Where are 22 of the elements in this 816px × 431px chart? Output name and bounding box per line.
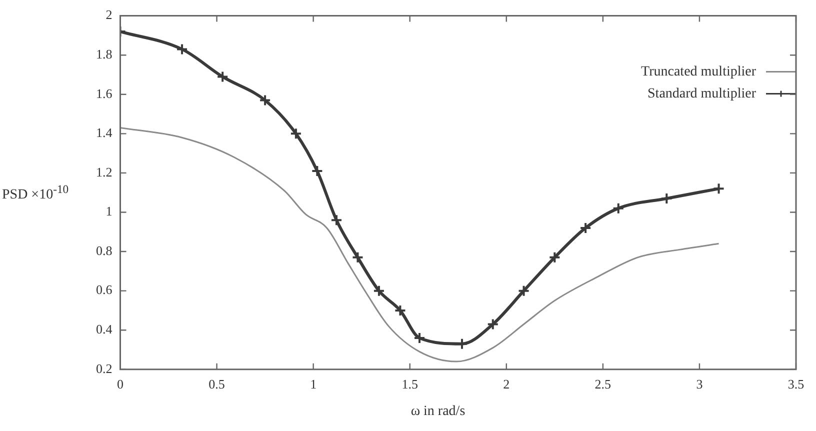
x-tick-label: 3 (696, 376, 703, 392)
x-tick-label: 1 (310, 376, 317, 392)
x-tick-label: 0 (117, 376, 124, 392)
x-tick-label: 3.5 (788, 376, 804, 392)
y-tick-label: 0.8 (96, 242, 112, 258)
y-tick-label: 1.8 (96, 46, 112, 62)
y-tick-label: 1.4 (96, 125, 113, 140)
y-tick-label: 0.4 (96, 322, 113, 337)
y-tick-label: 1.2 (96, 164, 112, 180)
x-axis-title: ω in rad/s (410, 404, 466, 420)
x-tick-label: 0.5 (208, 376, 225, 392)
x-tick-label: 1.5 (402, 376, 418, 392)
y-tick-label: 0.2 (96, 360, 112, 376)
x-tick-label: 2 (503, 376, 510, 392)
y-tick-label: 1.6 (96, 86, 113, 101)
y-axis-title: PSD ×10$^{-10}$ (2, 182, 69, 205)
y-tick-label: 1 (106, 204, 112, 219)
x-tick-label: 2.5 (594, 376, 612, 392)
legend-label: Standard multiplier (648, 86, 756, 102)
y-tick-label: 2 (106, 7, 112, 22)
legend-label: Truncated multiplier (641, 64, 756, 80)
y-tick-label: 0.6 (96, 282, 113, 298)
